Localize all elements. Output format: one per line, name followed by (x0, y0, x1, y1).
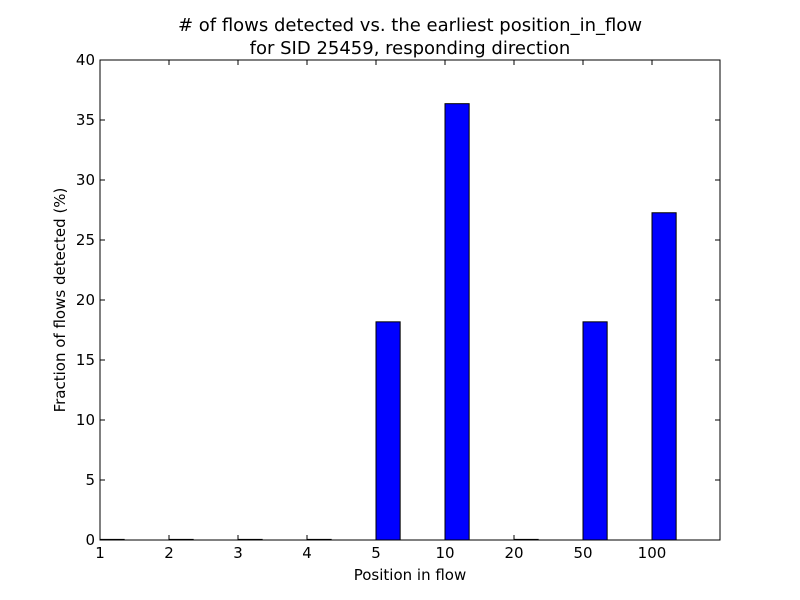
y-tick-label: 25 (76, 231, 95, 249)
x-tick-label: 1 (95, 544, 105, 562)
plot-area: 0 5 10 15 20 25 30 35 40 1 2 3 4 5 10 20 50 100 (76, 51, 721, 562)
x-tick-label: 10 (435, 544, 454, 562)
bars-group (99, 103, 677, 541)
plot-background (100, 60, 720, 540)
chart-subtitle: for SID 25459, responding direction (250, 38, 571, 59)
y-axis-label: Fraction of flows detected (%) (51, 188, 69, 413)
y-tick-label: 20 (76, 291, 95, 309)
y-tick-label: 10 (76, 411, 95, 429)
x-tick-label: 100 (638, 544, 667, 562)
y-tick-label: 0 (85, 531, 95, 549)
x-ticks-group: 1 2 3 4 5 10 20 50 100 (95, 60, 666, 562)
x-tick-label: 20 (504, 544, 523, 562)
y-tick-label: 35 (76, 111, 95, 129)
bar-100 (651, 212, 677, 541)
x-tick-label: 2 (164, 544, 174, 562)
x-tick-label: 5 (371, 544, 381, 562)
y-tick-label: 15 (76, 351, 95, 369)
x-tick-label: 3 (233, 544, 243, 562)
y-ticks-group: 0 5 10 15 20 25 30 35 40 (76, 51, 720, 549)
bar-50 (582, 321, 608, 541)
y-tick-label: 5 (85, 471, 95, 489)
x-tick-label: 4 (302, 544, 312, 562)
bar-5 (375, 321, 401, 541)
y-tick-label: 30 (76, 171, 95, 189)
plot-frame (99, 59, 721, 541)
x-axis-label: Position in flow (354, 566, 467, 584)
bar-10 (444, 103, 470, 541)
chart-title: # of flows detected vs. the earliest pos… (178, 15, 642, 36)
x-tick-label: 50 (573, 544, 592, 562)
y-tick-label: 40 (76, 51, 95, 69)
